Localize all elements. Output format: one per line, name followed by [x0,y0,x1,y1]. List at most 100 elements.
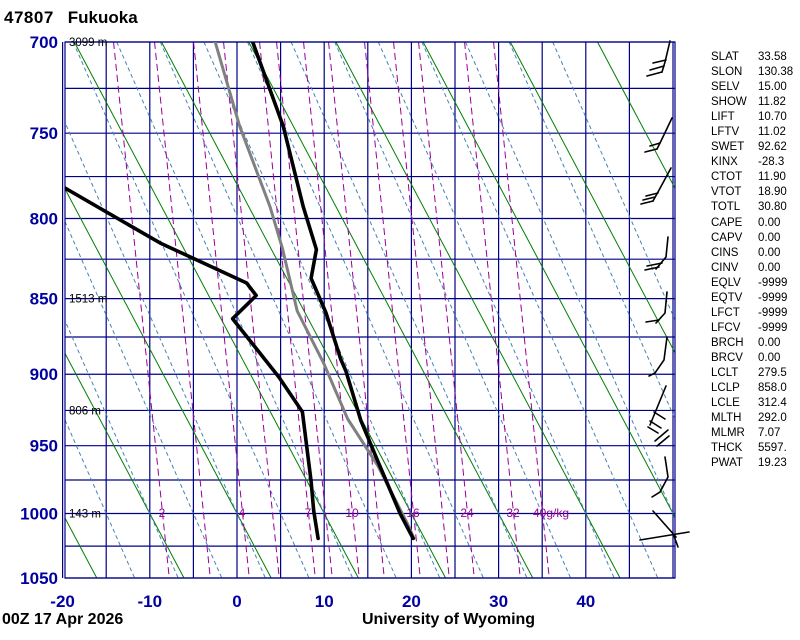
index-row: SLAT 33.58 [711,50,793,65]
index-label: LCLP [711,382,740,395]
height-label: 1513 m [69,294,107,306]
sounding-datetime: 00Z 17 Apr 2026 [2,611,124,628]
index-row: LCLE 312.4 [711,396,793,411]
index-value: -28.3 [758,156,785,169]
temperature-tick-label: 40 [576,592,595,611]
pressure-tick-label: 850 [30,290,58,309]
index-value: 858.0 [758,382,787,395]
index-row: CINV 0.00 [711,261,793,276]
height-label: 143 m [69,508,101,520]
mixing-ratio-label: 24 [460,506,474,520]
mixing-ratio-labels: 2 4 7 10 16 24 32 40g/kg [159,506,569,520]
pressure-tick-label: 700 [30,33,58,52]
index-row: EQLV -9999 [711,276,793,291]
indices-panel: SLAT 33.58 SLON 130.38 SELV 15.00 SHOW 11.82 LIF… [711,50,793,471]
pressure-tick-label: 1050 [20,569,58,588]
index-row: SHOW 11.82 [711,95,793,110]
mixing-ratio-label: 10 [345,506,359,520]
index-value: 19.23 [758,457,787,470]
wind-barb [654,429,670,447]
index-row: SELV 15.00 [711,80,793,95]
index-row: TOTL 30.80 [711,200,793,215]
index-value: 7.07 [758,427,781,440]
index-label: PWAT [711,457,743,470]
index-value: 130.38 [758,66,794,79]
index-row: CAPE 0.00 [711,216,793,231]
index-value: 0.00 [758,231,781,244]
mixing-ratio-label: 16 [406,506,420,520]
station-id: 47807 [4,8,54,27]
height-labels: 3099 m 1513 m 806 m 143 m [69,37,107,520]
index-row: LIFT 10.70 [711,110,793,125]
mixing-ratio-label: 7 [305,506,312,520]
wind-barb [651,456,669,498]
index-label: CAPV [711,231,743,244]
index-value: 5597. [758,442,787,455]
index-label: LFCT [711,306,740,319]
station-title: 47807 Fukuoka [4,8,138,28]
temperature-trace [250,42,415,541]
index-label: EQLV [711,276,741,289]
temperature-tick-label: -20 [50,592,75,611]
index-label: LFCV [711,321,741,334]
index-row: THCK 5597. [711,441,793,456]
index-value: -9999 [758,321,788,334]
index-value: 279.5 [758,366,787,379]
index-row: BRCH 0.00 [711,336,793,351]
index-row: BRCV 0.00 [711,351,793,366]
index-label: SLON [711,66,743,79]
index-value: 33.58 [758,51,787,63]
index-row: SLON 130.38 [711,65,793,80]
wind-barb [639,510,690,548]
index-label: TOTL [711,201,741,214]
temperature-tick-label: 10 [315,592,334,611]
pressure-tick-label: 1000 [20,504,58,523]
index-value: 18.90 [758,186,787,199]
pressure-tick-label: 950 [30,437,58,456]
pressure-tick-label: 800 [30,210,58,229]
index-label: BRCH [711,336,744,349]
pressure-tick-label: 900 [30,365,58,384]
index-value: 10.70 [758,111,787,124]
mixing-ratio-lines [113,42,550,578]
temperature-tick-label: -10 [138,592,163,611]
temperature-tick-label: 0 [232,592,241,611]
temperature-tick-label: 20 [402,592,421,611]
index-value: 30.80 [758,201,787,214]
wind-barb [646,40,671,77]
index-row: LCLP 858.0 [711,381,793,396]
index-value: 0.00 [758,351,781,364]
index-label: SELV [711,81,740,94]
index-label: LCLT [711,366,739,379]
plot-frame [64,41,676,579]
index-label: BRCV [711,351,743,364]
index-row: KINX -28.3 [711,155,793,170]
index-label: LFTV [711,126,740,139]
index-row: CAPV 0.00 [711,231,793,246]
dry-adiabats [65,42,675,578]
height-label: 3099 m [69,37,107,49]
index-label: SLAT [711,51,739,63]
dewpoint-trace [65,186,320,541]
index-label: LIFT [711,111,735,124]
wind-barb [645,291,668,324]
credit-text: University of Wyoming [362,611,536,628]
index-row: LCLT 279.5 [711,366,793,381]
index-row: CTOT 11.90 [711,170,793,185]
index-row: CINS 0.00 [711,246,793,261]
pressure-axis-labels: 700 750 800 850 900 950 1000 1050 [20,33,58,588]
index-label: CINV [711,261,739,274]
index-value: 0.00 [758,216,781,229]
index-row: LFTV 11.02 [711,125,793,140]
index-value: 0.00 [758,261,781,274]
index-row: MLMR 7.07 [711,426,793,441]
index-value: 0.00 [758,246,781,259]
index-value: 312.4 [758,397,787,410]
index-label: CTOT [711,171,743,184]
index-label: CAPE [711,216,743,229]
index-row: PWAT 19.23 [711,456,793,471]
mixing-ratio-label: 4 [239,506,246,520]
index-value: 15.00 [758,81,787,94]
